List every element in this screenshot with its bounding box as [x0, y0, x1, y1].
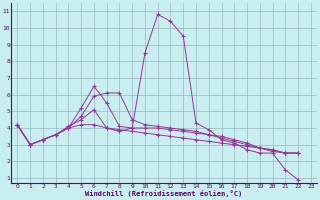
X-axis label: Windchill (Refroidissement éolien,°C): Windchill (Refroidissement éolien,°C) — [85, 190, 243, 197]
